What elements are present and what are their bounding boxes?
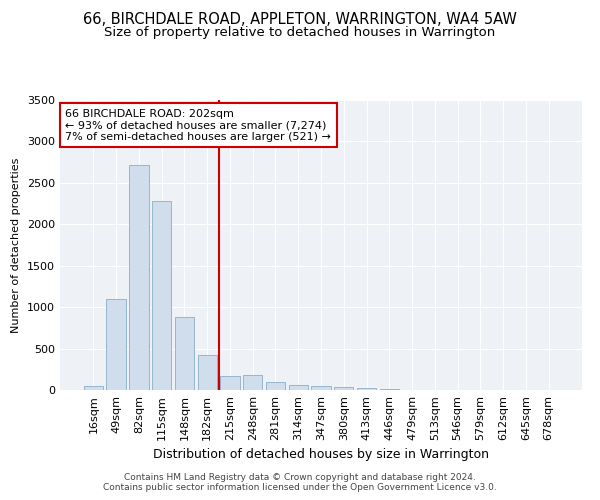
Bar — [266, 382, 285, 390]
Bar — [357, 388, 376, 390]
Text: Contains HM Land Registry data © Crown copyright and database right 2024.
Contai: Contains HM Land Registry data © Crown c… — [103, 473, 497, 492]
Bar — [84, 386, 103, 390]
Bar — [106, 299, 126, 390]
Bar — [334, 387, 353, 390]
Bar — [289, 385, 308, 390]
Y-axis label: Number of detached properties: Number of detached properties — [11, 158, 22, 332]
Bar — [152, 201, 172, 390]
Bar — [175, 317, 194, 390]
Bar — [311, 386, 331, 390]
Bar — [220, 376, 239, 390]
X-axis label: Distribution of detached houses by size in Warrington: Distribution of detached houses by size … — [153, 448, 489, 462]
Bar — [243, 374, 262, 390]
Text: 66 BIRCHDALE ROAD: 202sqm
← 93% of detached houses are smaller (7,274)
7% of sem: 66 BIRCHDALE ROAD: 202sqm ← 93% of detac… — [65, 108, 331, 142]
Text: 66, BIRCHDALE ROAD, APPLETON, WARRINGTON, WA4 5AW: 66, BIRCHDALE ROAD, APPLETON, WARRINGTON… — [83, 12, 517, 28]
Bar — [129, 164, 149, 390]
Bar — [380, 389, 399, 390]
Text: Size of property relative to detached houses in Warrington: Size of property relative to detached ho… — [104, 26, 496, 39]
Bar — [197, 355, 217, 390]
